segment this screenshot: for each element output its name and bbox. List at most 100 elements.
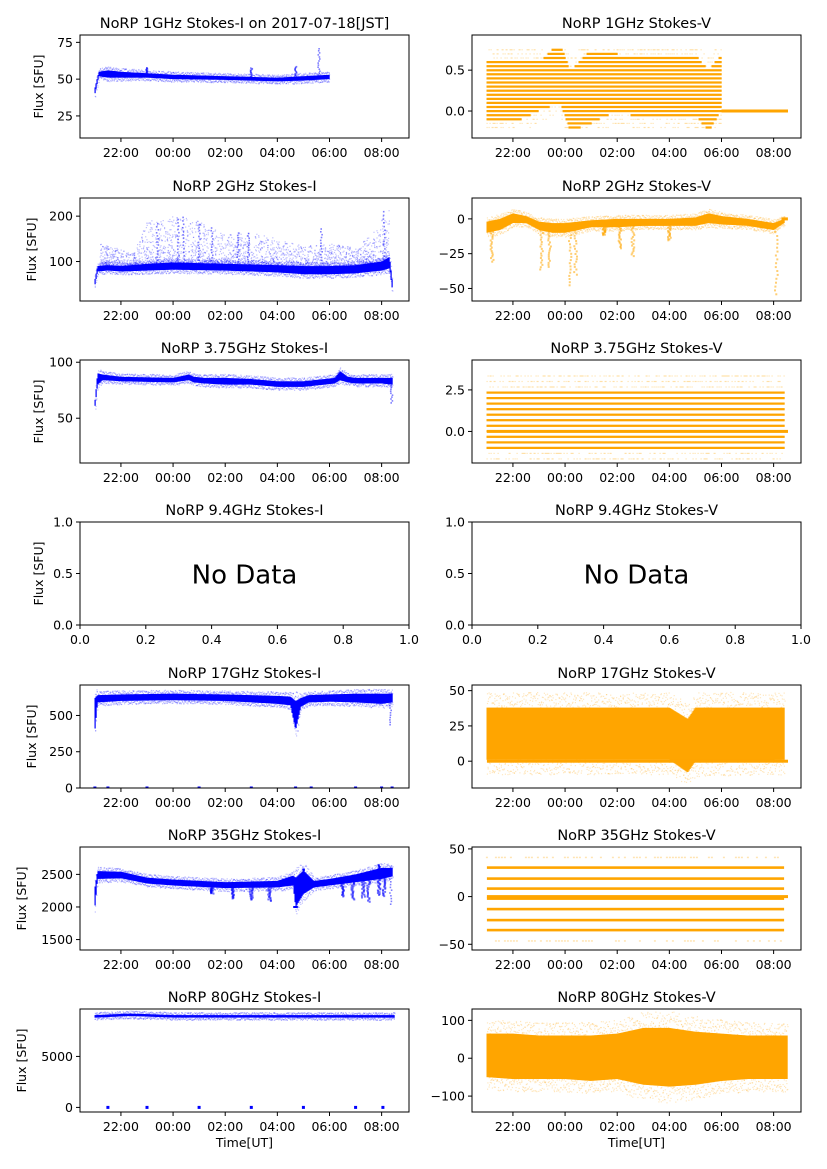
data-level [593, 85, 595, 88]
data-level [602, 52, 604, 55]
data-point [205, 81, 207, 83]
data-level [504, 89, 506, 92]
data-level [552, 56, 554, 60]
data-point [318, 60, 320, 62]
data-level [538, 93, 540, 96]
data-level [707, 105, 709, 109]
data-level [702, 65, 704, 68]
data-point [186, 71, 188, 73]
data-level [633, 69, 635, 72]
data-level [588, 114, 590, 117]
data-level [497, 110, 499, 113]
data-point [300, 75, 302, 77]
data-level [537, 110, 539, 113]
data-level [689, 89, 691, 92]
data-level [552, 97, 554, 100]
data-level [578, 61, 580, 64]
data-point [514, 57, 516, 59]
data-point [249, 82, 251, 84]
data-level [599, 73, 601, 76]
data-level [710, 93, 712, 96]
data-level [613, 69, 615, 72]
data-level [706, 89, 708, 92]
data-level [532, 73, 534, 76]
data-band [149, 73, 151, 78]
data-level [561, 105, 563, 109]
data-level [575, 122, 577, 125]
data-level [709, 122, 711, 125]
data-level [494, 89, 496, 92]
data-level [507, 73, 509, 76]
data-level [501, 61, 503, 64]
data-level [543, 69, 545, 72]
data-level [535, 65, 537, 68]
data-level [546, 85, 548, 88]
data-level [571, 105, 573, 109]
data-level [569, 81, 571, 84]
data-point [127, 71, 129, 73]
plot-area [486, 48, 788, 129]
data-level [591, 97, 593, 100]
data-level [654, 93, 656, 96]
data-level [669, 77, 671, 80]
data-level [547, 73, 549, 76]
data-level [656, 61, 658, 64]
data-point [293, 81, 295, 83]
data-point [185, 79, 187, 81]
data-level [694, 81, 696, 84]
data-level [608, 93, 610, 96]
data-level [559, 97, 561, 100]
data-level [686, 114, 688, 117]
data-level [716, 93, 718, 96]
data-level [533, 61, 535, 64]
data-point [142, 78, 144, 80]
data-point [203, 79, 205, 81]
data-level [525, 93, 527, 96]
data-band [126, 72, 128, 78]
data-point [238, 75, 240, 77]
data-level [640, 97, 642, 100]
data-level [657, 89, 659, 92]
data-level [535, 110, 537, 113]
data-point [153, 79, 155, 81]
data-point [308, 74, 310, 76]
data-point [186, 74, 188, 76]
data-point [276, 75, 278, 78]
data-level [569, 93, 571, 96]
data-level [612, 56, 614, 60]
data-level [638, 101, 640, 104]
data-level [691, 65, 693, 68]
data-level [585, 89, 587, 92]
data-level [514, 85, 516, 88]
data-level [715, 61, 717, 64]
data-level [690, 93, 692, 96]
data-level [592, 73, 594, 76]
data-level [580, 61, 582, 64]
data-level [675, 97, 677, 100]
data-level [600, 105, 602, 109]
data-band [216, 76, 218, 80]
data-level [623, 81, 625, 84]
data-point [308, 72, 310, 74]
data-level [649, 89, 651, 92]
data-band [137, 72, 139, 78]
data-level [614, 77, 616, 80]
data-point [225, 80, 227, 83]
data-level [672, 93, 674, 96]
data-level [602, 114, 604, 117]
data-point [238, 81, 240, 83]
data-level [566, 65, 568, 68]
data-point [549, 110, 551, 112]
data-level [620, 77, 622, 80]
data-point [260, 75, 262, 77]
data-level [671, 81, 673, 84]
data-level [671, 114, 673, 117]
data-level [577, 65, 579, 68]
data-point [502, 53, 504, 55]
data-level [551, 61, 553, 64]
data-level [497, 93, 499, 96]
data-point [248, 80, 250, 82]
data-level [682, 81, 684, 84]
data-level [659, 110, 661, 113]
data-level [556, 85, 558, 88]
